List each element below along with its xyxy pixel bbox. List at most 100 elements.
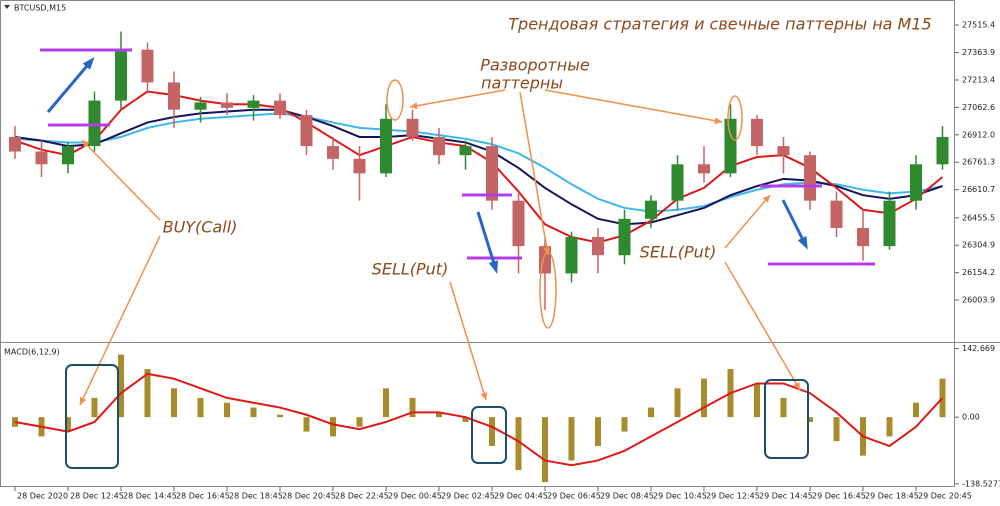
histogram-bar xyxy=(250,407,257,418)
x-tick-label: 29 Dec 04:45 xyxy=(494,492,548,501)
candle-body xyxy=(486,146,498,201)
histogram-bar xyxy=(171,388,177,418)
histogram-bar xyxy=(807,417,813,422)
annotation: паттерны xyxy=(481,74,563,93)
pointer-head xyxy=(714,117,722,125)
candle-body xyxy=(433,136,445,156)
annotation: Разворотные xyxy=(480,56,590,75)
arrow-head xyxy=(82,56,95,70)
histogram-bar xyxy=(462,417,469,422)
x-tick-label: 28 Dec 14:45 xyxy=(123,492,177,501)
symbol-icon xyxy=(4,5,10,9)
histogram-bar xyxy=(754,383,760,418)
candle-body xyxy=(327,146,339,159)
x-tick-label: 28 Dec 2020 xyxy=(17,492,68,501)
y-tick-label: 26761.3 xyxy=(962,158,995,167)
histogram-bar xyxy=(515,417,522,471)
pointer-head xyxy=(793,382,800,390)
histogram-bar xyxy=(409,397,416,418)
pointer-line xyxy=(544,89,723,123)
symbol: BTCUSD,M15 xyxy=(14,4,66,13)
candle-body xyxy=(751,118,763,147)
candle-body xyxy=(247,100,260,108)
histogram-bar xyxy=(224,402,230,418)
candle-body xyxy=(406,118,419,137)
histogram-bar xyxy=(383,388,389,418)
signal-box xyxy=(65,364,119,469)
histogram-bar xyxy=(542,417,548,483)
arrow-head xyxy=(488,260,498,274)
y-tick-label: 26003.9 xyxy=(962,295,995,304)
candle-body xyxy=(883,200,896,247)
candle-body xyxy=(88,100,101,147)
pointer-line xyxy=(724,261,801,391)
candle-body xyxy=(9,136,21,152)
y-tick-label: 0.00 xyxy=(962,413,980,422)
candle-body xyxy=(141,49,154,83)
signal-box xyxy=(471,406,507,464)
candle-body xyxy=(592,237,604,256)
histogram-bar xyxy=(65,417,71,432)
candle-body xyxy=(830,200,843,228)
pattern-oval xyxy=(727,95,743,141)
histogram-bar xyxy=(91,397,98,418)
candle-body xyxy=(565,237,578,274)
histogram-bar xyxy=(886,417,893,437)
x-tick-label: 28 Dec 20:45 xyxy=(282,492,336,501)
histogram-bar xyxy=(913,402,919,418)
annotation: SELL(Put) xyxy=(372,260,449,279)
pointer-line xyxy=(79,235,161,406)
candle-body xyxy=(459,146,472,156)
moving-average xyxy=(14,90,944,244)
x-tick-label: 28 Dec 12:45 xyxy=(70,492,124,501)
y-tick-label: 142.669 xyxy=(962,344,995,353)
y-tick-label: 27062.6 xyxy=(962,103,995,112)
x-tick-label: 29 Dec 08:45 xyxy=(600,492,654,501)
pattern-oval xyxy=(386,79,404,121)
x-tick-label: 29 Dec 02:45 xyxy=(441,492,495,501)
histogram-bar xyxy=(436,412,442,418)
pointer-line xyxy=(81,139,161,221)
pointer-head xyxy=(543,247,551,255)
candle-body xyxy=(724,118,737,174)
moving-average xyxy=(14,108,943,226)
x-tick-label: 29 Dec 06:45 xyxy=(547,492,601,501)
candle-body xyxy=(618,218,631,256)
candle-body xyxy=(645,200,657,219)
candle-body xyxy=(512,200,525,247)
candle-body xyxy=(698,164,710,174)
x-tick-label: 29 Dec 20:45 xyxy=(918,492,972,501)
candle-body xyxy=(274,100,286,116)
histogram-bar xyxy=(674,388,681,418)
annotation: SELL(Put) xyxy=(640,243,717,262)
candle-body xyxy=(168,82,180,110)
histogram-bar xyxy=(330,417,336,437)
pointer-line xyxy=(724,194,771,249)
chart-title: Трендовая стратегия и свечные паттерны н… xyxy=(508,15,931,34)
candle-body xyxy=(380,118,392,174)
candle-body xyxy=(115,49,127,101)
x-tick-label: 29 Dec 18:45 xyxy=(865,492,919,501)
candle-body xyxy=(194,102,207,110)
histogram-bar xyxy=(701,378,707,418)
drawings xyxy=(40,48,875,469)
x-tick-label: 29 Dec 10:45 xyxy=(653,492,707,501)
pointer-line xyxy=(409,89,506,108)
histogram-bar xyxy=(197,397,204,418)
signal-box xyxy=(764,379,809,459)
candle-body xyxy=(353,158,366,174)
histogram-bar xyxy=(277,414,283,418)
candle-body xyxy=(910,164,922,201)
y-tick-label: 26304.9 xyxy=(962,241,995,250)
candle-body xyxy=(300,115,313,147)
histogram-bar xyxy=(648,407,654,418)
y-tick-label: 27213.4 xyxy=(962,75,995,84)
histogram-bar xyxy=(118,354,124,418)
y-tick-label: 26455.5 xyxy=(962,213,995,222)
signal-line xyxy=(14,372,944,467)
candle-body xyxy=(62,146,74,165)
x-tick-label: 28 Dec 22:45 xyxy=(335,492,389,501)
histogram-bar xyxy=(356,417,363,427)
histogram-bar xyxy=(568,417,575,461)
